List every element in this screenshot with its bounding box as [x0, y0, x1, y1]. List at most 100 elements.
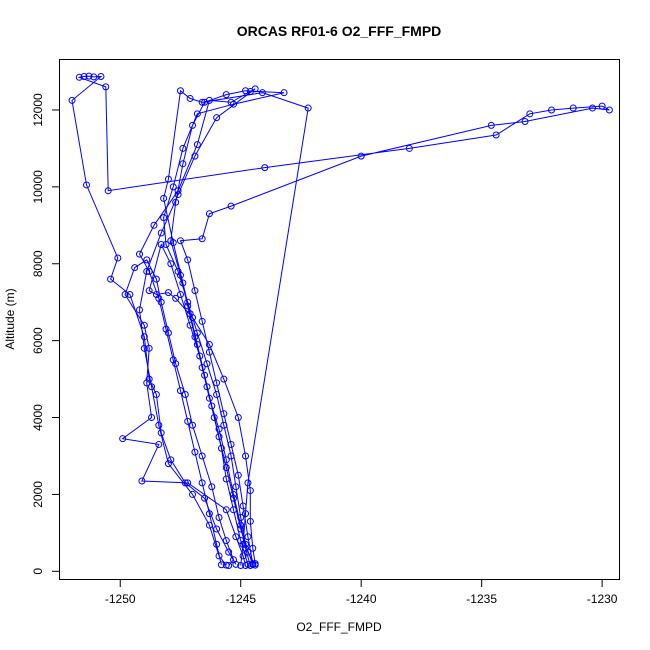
data-point	[251, 85, 259, 93]
data-point	[164, 329, 172, 337]
series-1	[119, 256, 250, 570]
data-point	[181, 390, 189, 398]
data-point	[193, 141, 201, 149]
y-tick-label: 4000	[31, 404, 45, 431]
plot-area	[68, 72, 613, 570]
data-point	[521, 118, 529, 126]
data-point	[217, 561, 225, 569]
data-point	[162, 241, 170, 249]
series-line	[163, 90, 285, 566]
data-point	[189, 490, 197, 498]
data-point	[162, 325, 170, 333]
data-point	[244, 548, 252, 556]
data-point	[157, 241, 165, 249]
data-point	[179, 279, 187, 287]
data-point	[155, 421, 163, 429]
series-5	[145, 241, 259, 568]
x-tick-label: -1235	[466, 592, 497, 606]
data-point	[198, 98, 206, 106]
x-tick-label: -1230	[587, 592, 618, 606]
data-point	[136, 306, 144, 314]
data-point	[104, 187, 112, 195]
data-point	[242, 540, 250, 548]
data-point	[205, 340, 213, 348]
data-point	[198, 452, 206, 460]
data-point	[193, 110, 201, 118]
data-point	[598, 102, 606, 110]
data-point	[157, 298, 165, 306]
data-point	[222, 537, 230, 545]
data-point	[169, 239, 177, 247]
chart-title: ORCAS RF01-6 O2_FFF_FMPD	[237, 23, 442, 39]
data-point	[97, 73, 105, 81]
data-point	[239, 552, 247, 560]
data-point	[143, 256, 151, 264]
data-point	[213, 540, 221, 548]
data-point	[244, 479, 252, 487]
data-point	[242, 510, 250, 518]
data-point	[174, 187, 182, 195]
y-axis-label: Altitude (m)	[3, 288, 17, 349]
data-point	[198, 317, 206, 325]
series-4	[160, 87, 312, 570]
data-point	[172, 360, 180, 368]
data-point	[234, 414, 242, 422]
y-tick-label: 10000	[31, 170, 45, 204]
data-point	[174, 267, 182, 275]
data-point	[136, 250, 144, 258]
data-point	[164, 289, 172, 297]
data-point	[107, 275, 115, 283]
data-point	[227, 202, 235, 210]
data-point	[140, 333, 148, 341]
data-point	[357, 152, 365, 160]
data-point	[167, 260, 175, 268]
data-point	[176, 237, 184, 245]
data-point	[487, 121, 495, 129]
data-point	[75, 73, 83, 81]
data-point	[179, 160, 187, 168]
data-point	[184, 417, 192, 425]
data-point	[222, 506, 230, 514]
data-point	[526, 110, 534, 118]
data-point	[251, 560, 259, 568]
data-point	[205, 521, 213, 529]
data-point	[258, 89, 266, 97]
data-point	[145, 287, 153, 295]
y-tick-label: 6000	[31, 327, 45, 354]
data-point	[203, 360, 211, 368]
data-point	[229, 506, 237, 514]
data-point	[244, 533, 252, 541]
data-point	[215, 552, 223, 560]
data-point	[155, 440, 163, 448]
data-point	[186, 310, 194, 318]
data-point	[157, 229, 165, 237]
data-point	[126, 291, 134, 299]
data-point	[215, 513, 223, 521]
data-point	[189, 421, 197, 429]
data-point	[145, 344, 153, 352]
data-point	[169, 356, 177, 364]
series-6	[136, 85, 259, 569]
data-point	[405, 144, 413, 152]
data-point	[179, 144, 187, 152]
data-point	[304, 104, 312, 112]
data-point	[176, 87, 184, 95]
series-3	[68, 72, 613, 568]
data-point	[232, 533, 240, 541]
data-point	[225, 548, 233, 556]
data-point	[261, 164, 269, 172]
x-tick-label: -1250	[105, 592, 136, 606]
data-point	[234, 471, 242, 479]
data-point	[213, 525, 221, 533]
series-line	[71, 75, 610, 565]
data-point	[119, 435, 127, 443]
y-tick-label: 12000	[31, 93, 45, 127]
data-point	[114, 254, 122, 262]
data-point	[217, 444, 225, 452]
data-point	[140, 344, 148, 352]
series-line	[121, 259, 246, 566]
data-point	[90, 73, 98, 81]
data-point	[186, 94, 194, 102]
data-point	[138, 477, 146, 485]
data-point	[148, 383, 156, 391]
